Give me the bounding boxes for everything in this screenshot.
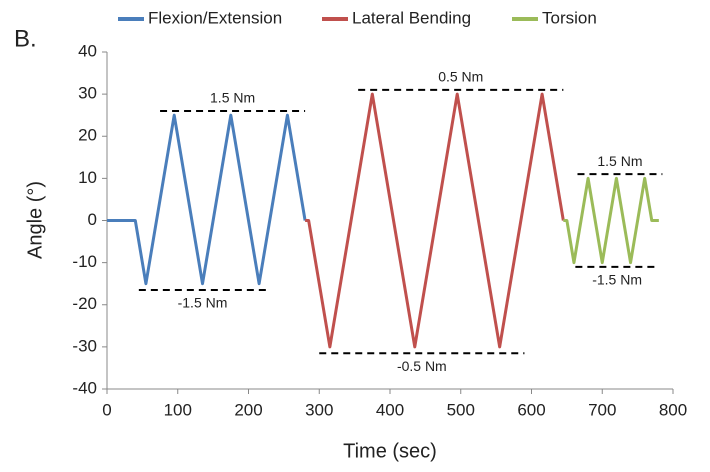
series-line (107, 113, 307, 286)
y-tick-label: 20 (78, 126, 97, 145)
x-tick-label: 100 (164, 400, 192, 419)
y-tick-label: -20 (72, 294, 97, 313)
y-tick-label: -30 (72, 336, 97, 355)
annotation-label: 1.5 Nm (597, 153, 642, 169)
x-tick-label: 800 (659, 400, 687, 419)
y-axis-title: Angle (°) (24, 181, 46, 259)
series-line (563, 176, 659, 265)
annotation-label: 1.5 Nm (210, 90, 255, 106)
y-tick-label: 30 (78, 84, 97, 103)
x-axis-title: Time (sec) (343, 440, 437, 462)
y-tick-label: -10 (72, 252, 97, 271)
y-tick-label: 40 (78, 41, 97, 60)
annotation-label: 0.5 Nm (438, 69, 483, 85)
legend-label: Lateral Bending (352, 8, 471, 27)
annotation-label: -0.5 Nm (397, 358, 447, 374)
panel-label: B. (14, 25, 37, 52)
annotation-label: -1.5 Nm (178, 295, 228, 311)
x-tick-label: 700 (588, 400, 616, 419)
x-tick-label: 500 (447, 400, 475, 419)
x-tick-label: 200 (234, 400, 262, 419)
annotation-label: -1.5 Nm (592, 272, 642, 288)
y-tick-label: -40 (72, 378, 97, 397)
legend-label: Flexion/Extension (148, 8, 282, 27)
x-tick-label: 300 (305, 400, 333, 419)
series-line (305, 92, 565, 349)
x-tick-label: 600 (517, 400, 545, 419)
x-tick-label: 400 (376, 400, 404, 419)
legend-label: Torsion (542, 8, 597, 27)
y-tick-label: 10 (78, 168, 97, 187)
x-tick-label: 0 (102, 400, 111, 419)
y-tick-label: 0 (88, 210, 97, 229)
